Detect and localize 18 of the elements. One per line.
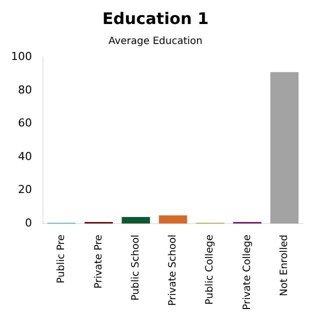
bar [158,215,188,224]
y-tick-label: 60 [18,116,32,130]
y-tick-label: 40 [18,150,32,163]
y-tick-label: 20 [18,183,32,196]
x-tick-label: Public School [130,234,142,301]
x-tick-label: Public College [204,234,216,305]
x-tick-label: Private College [242,234,253,310]
chart-title: Education 1 [102,8,209,28]
x-tick-label: Public Pre [56,234,68,284]
y-tick-label: 80 [18,83,32,96]
bar [270,72,299,224]
y-tick-label: 100 [10,50,32,64]
x-tick-label: Not Enrolled [279,234,290,296]
bar [122,216,150,224]
chart-subtitle: Average Education [108,36,203,47]
y-tick-label: 0 [24,216,32,230]
x-tick-label: Private School [168,234,179,306]
x-tick-label: Private Pre [93,234,104,289]
